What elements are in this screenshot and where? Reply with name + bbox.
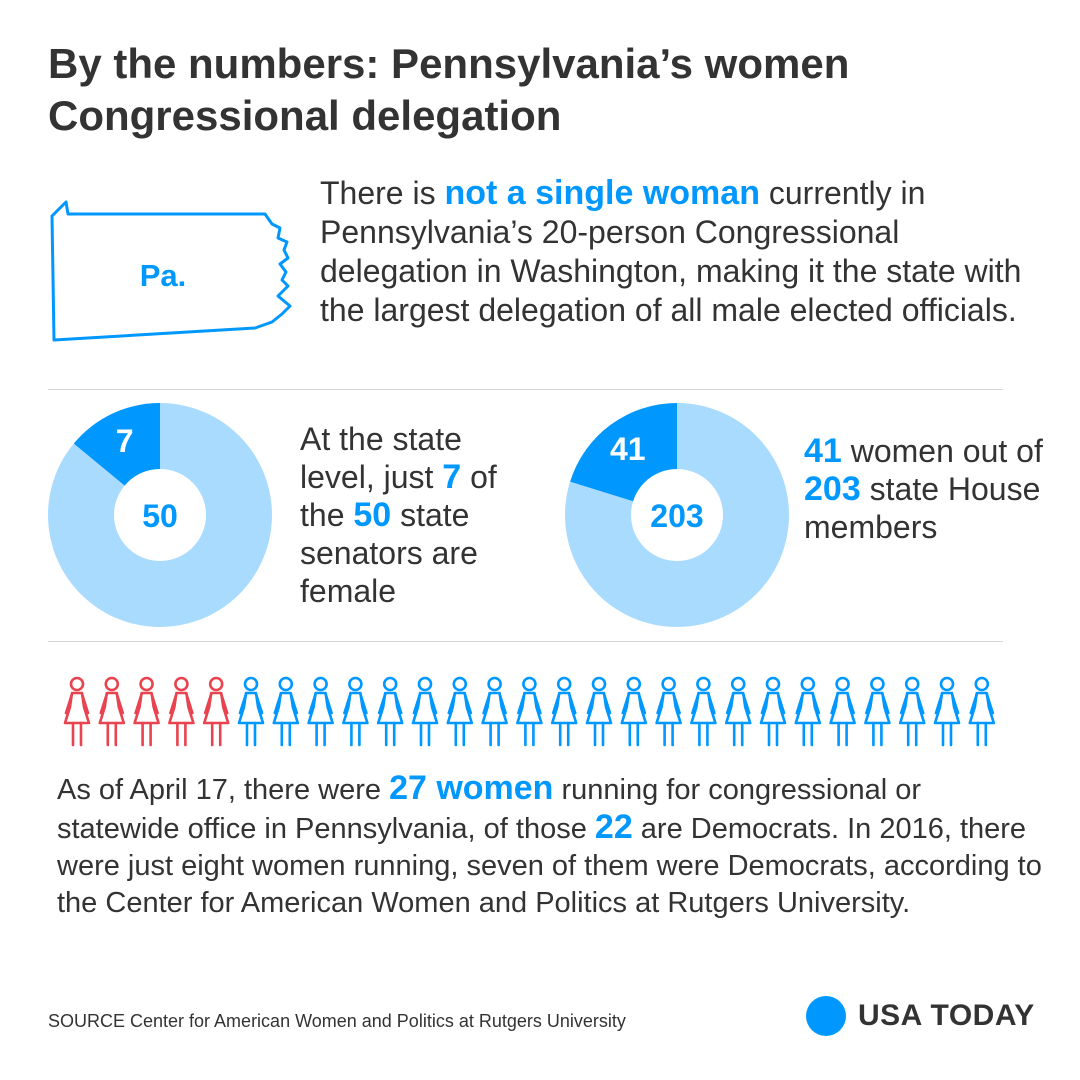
woman-figure-blue (446, 676, 474, 747)
woman-figure-red (63, 676, 91, 747)
senate-text-3: state senators are female (300, 497, 478, 609)
woman-figure-blue (968, 676, 996, 747)
brand-dot-icon (806, 996, 846, 1036)
map-label: Pa. (140, 258, 187, 293)
senate-hole (114, 469, 206, 561)
bottom-highlight-2: 22 (594, 808, 633, 846)
house-value-total: 203 (804, 470, 861, 508)
brand-name: USA TODAY (858, 999, 1035, 1032)
woman-figure-blue (933, 676, 961, 747)
bottom-text-2: running for congressional or statewide o… (57, 774, 921, 845)
woman-figure-blue (759, 676, 787, 747)
house-text: 41 women out of 203 state House members (804, 432, 1054, 546)
woman-figure-blue (516, 676, 543, 747)
woman-figure-blue (237, 676, 265, 747)
bottom-highlight-1: 27 women (389, 769, 554, 807)
woman-figure-red (98, 676, 126, 747)
woman-figure-blue (724, 676, 752, 747)
woman-figure-red (133, 676, 160, 747)
intro-text: There is not a single woman currently in… (320, 174, 1040, 330)
pennsylvania-map: Pa. (50, 200, 292, 342)
senate-value-total: 50 (353, 496, 392, 534)
page-title: By the numbers: Pennsylvania’s women Con… (48, 38, 1048, 142)
woman-figure-blue (272, 676, 300, 747)
bottom-text: As of April 17, there were 27 women runn… (57, 770, 1047, 922)
house-value-women: 41 (804, 432, 842, 470)
woman-figure-blue (481, 676, 508, 747)
house-text-2: state House members (804, 471, 1041, 545)
woman-figure-blue (864, 676, 891, 747)
woman-figure-blue (655, 676, 682, 747)
intro-pre: There is (320, 175, 445, 211)
bottom-text-1: As of April 17, there were (57, 774, 390, 806)
senate-center-label: 50 (142, 498, 178, 534)
senate-donut-chart: 7 50 (48, 403, 272, 627)
pennsylvania-outline (50, 200, 292, 342)
woman-figure-red (168, 676, 195, 747)
senate-text: At the state level, just 7 of the 50 sta… (300, 420, 530, 610)
woman-figure-red (202, 676, 230, 747)
woman-figure-blue (620, 676, 648, 747)
bottom-text-3: are Democrats. In 2016, there were just … (57, 813, 1042, 919)
woman-figure-blue (794, 676, 822, 747)
brand-logo: USA TODAY (806, 996, 1035, 1036)
woman-figure-blue (585, 676, 613, 747)
woman-figure-blue (307, 676, 334, 747)
woman-figure-blue (550, 676, 578, 747)
woman-figure-blue (829, 676, 856, 747)
woman-figure-blue (376, 676, 404, 747)
women-pictogram (63, 676, 996, 747)
senate-value-women: 7 (442, 458, 462, 496)
senate-text-2: of the (300, 459, 497, 533)
senate-slice-label: 7 (116, 423, 134, 459)
woman-figure-blue (690, 676, 717, 747)
house-text-1: women out of (841, 433, 1043, 469)
woman-figure-blue (411, 676, 439, 747)
intro-post: currently in Pennsylvania’s 20-person Co… (320, 175, 1022, 328)
senate-text-1: At the state level, just (300, 421, 462, 495)
divider-top (48, 389, 1003, 390)
source-note: SOURCE Center for American Women and Pol… (48, 1011, 626, 1031)
woman-figure-blue (898, 676, 926, 747)
house-slice-label: 41 (610, 431, 646, 467)
house-hole (631, 469, 723, 561)
house-center-label: 203 (650, 498, 703, 534)
woman-figure-blue (342, 676, 369, 747)
intro-highlight: not a single woman (444, 174, 760, 212)
divider-middle (48, 641, 1003, 642)
title-line-1: By the numbers: Pennsylvania’s women (48, 40, 850, 87)
title-line-2: Congressional delegation (48, 92, 562, 139)
